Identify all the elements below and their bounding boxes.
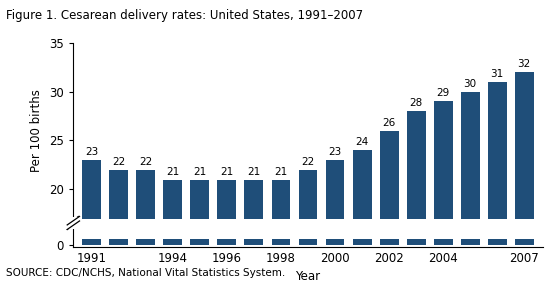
Bar — [217, 179, 236, 284]
Text: 22: 22 — [139, 157, 152, 167]
Bar — [407, 239, 426, 245]
Text: 31: 31 — [491, 69, 504, 79]
Text: 28: 28 — [409, 98, 423, 108]
X-axis label: Year: Year — [296, 270, 320, 283]
Bar — [461, 91, 480, 284]
Text: 21: 21 — [166, 167, 179, 177]
Bar — [164, 239, 183, 245]
Y-axis label: Per 100 births: Per 100 births — [30, 89, 43, 172]
Text: 22: 22 — [301, 157, 315, 167]
Text: 23: 23 — [85, 147, 99, 157]
Bar — [433, 239, 452, 245]
Text: SOURCE: CDC/NCHS, National Vital Statistics System.: SOURCE: CDC/NCHS, National Vital Statist… — [6, 268, 285, 278]
Bar — [109, 170, 128, 284]
Text: 21: 21 — [248, 167, 260, 177]
Bar — [245, 239, 263, 245]
Text: 21: 21 — [220, 167, 234, 177]
Bar — [136, 239, 155, 245]
Bar — [515, 239, 534, 245]
Bar — [109, 239, 128, 245]
Text: 23: 23 — [328, 147, 342, 157]
Bar — [353, 239, 371, 245]
Bar — [190, 179, 209, 284]
Bar — [325, 160, 344, 284]
Text: 26: 26 — [382, 118, 396, 128]
Bar — [461, 239, 480, 245]
Bar — [515, 72, 534, 284]
Text: 22: 22 — [112, 157, 125, 167]
Bar — [407, 111, 426, 284]
Bar — [353, 150, 371, 284]
Bar — [488, 82, 507, 284]
Text: 32: 32 — [517, 59, 531, 69]
Bar — [298, 239, 318, 245]
Bar — [272, 179, 291, 284]
Bar — [325, 239, 344, 245]
Bar — [82, 239, 101, 245]
Text: 30: 30 — [464, 79, 477, 89]
Bar — [190, 239, 209, 245]
Text: 21: 21 — [193, 167, 207, 177]
Text: Figure 1. Cesarean delivery rates: United States, 1991–2007: Figure 1. Cesarean delivery rates: Unite… — [6, 9, 363, 22]
Bar — [380, 239, 399, 245]
Bar — [82, 160, 101, 284]
Bar — [245, 179, 263, 284]
Bar — [298, 170, 318, 284]
Bar — [433, 101, 452, 284]
Bar — [164, 179, 183, 284]
Text: 29: 29 — [437, 88, 450, 98]
Bar — [380, 131, 399, 284]
Bar — [217, 239, 236, 245]
Bar — [272, 239, 291, 245]
Bar — [488, 239, 507, 245]
Bar — [136, 170, 155, 284]
Text: 24: 24 — [356, 137, 368, 147]
Text: 21: 21 — [274, 167, 288, 177]
